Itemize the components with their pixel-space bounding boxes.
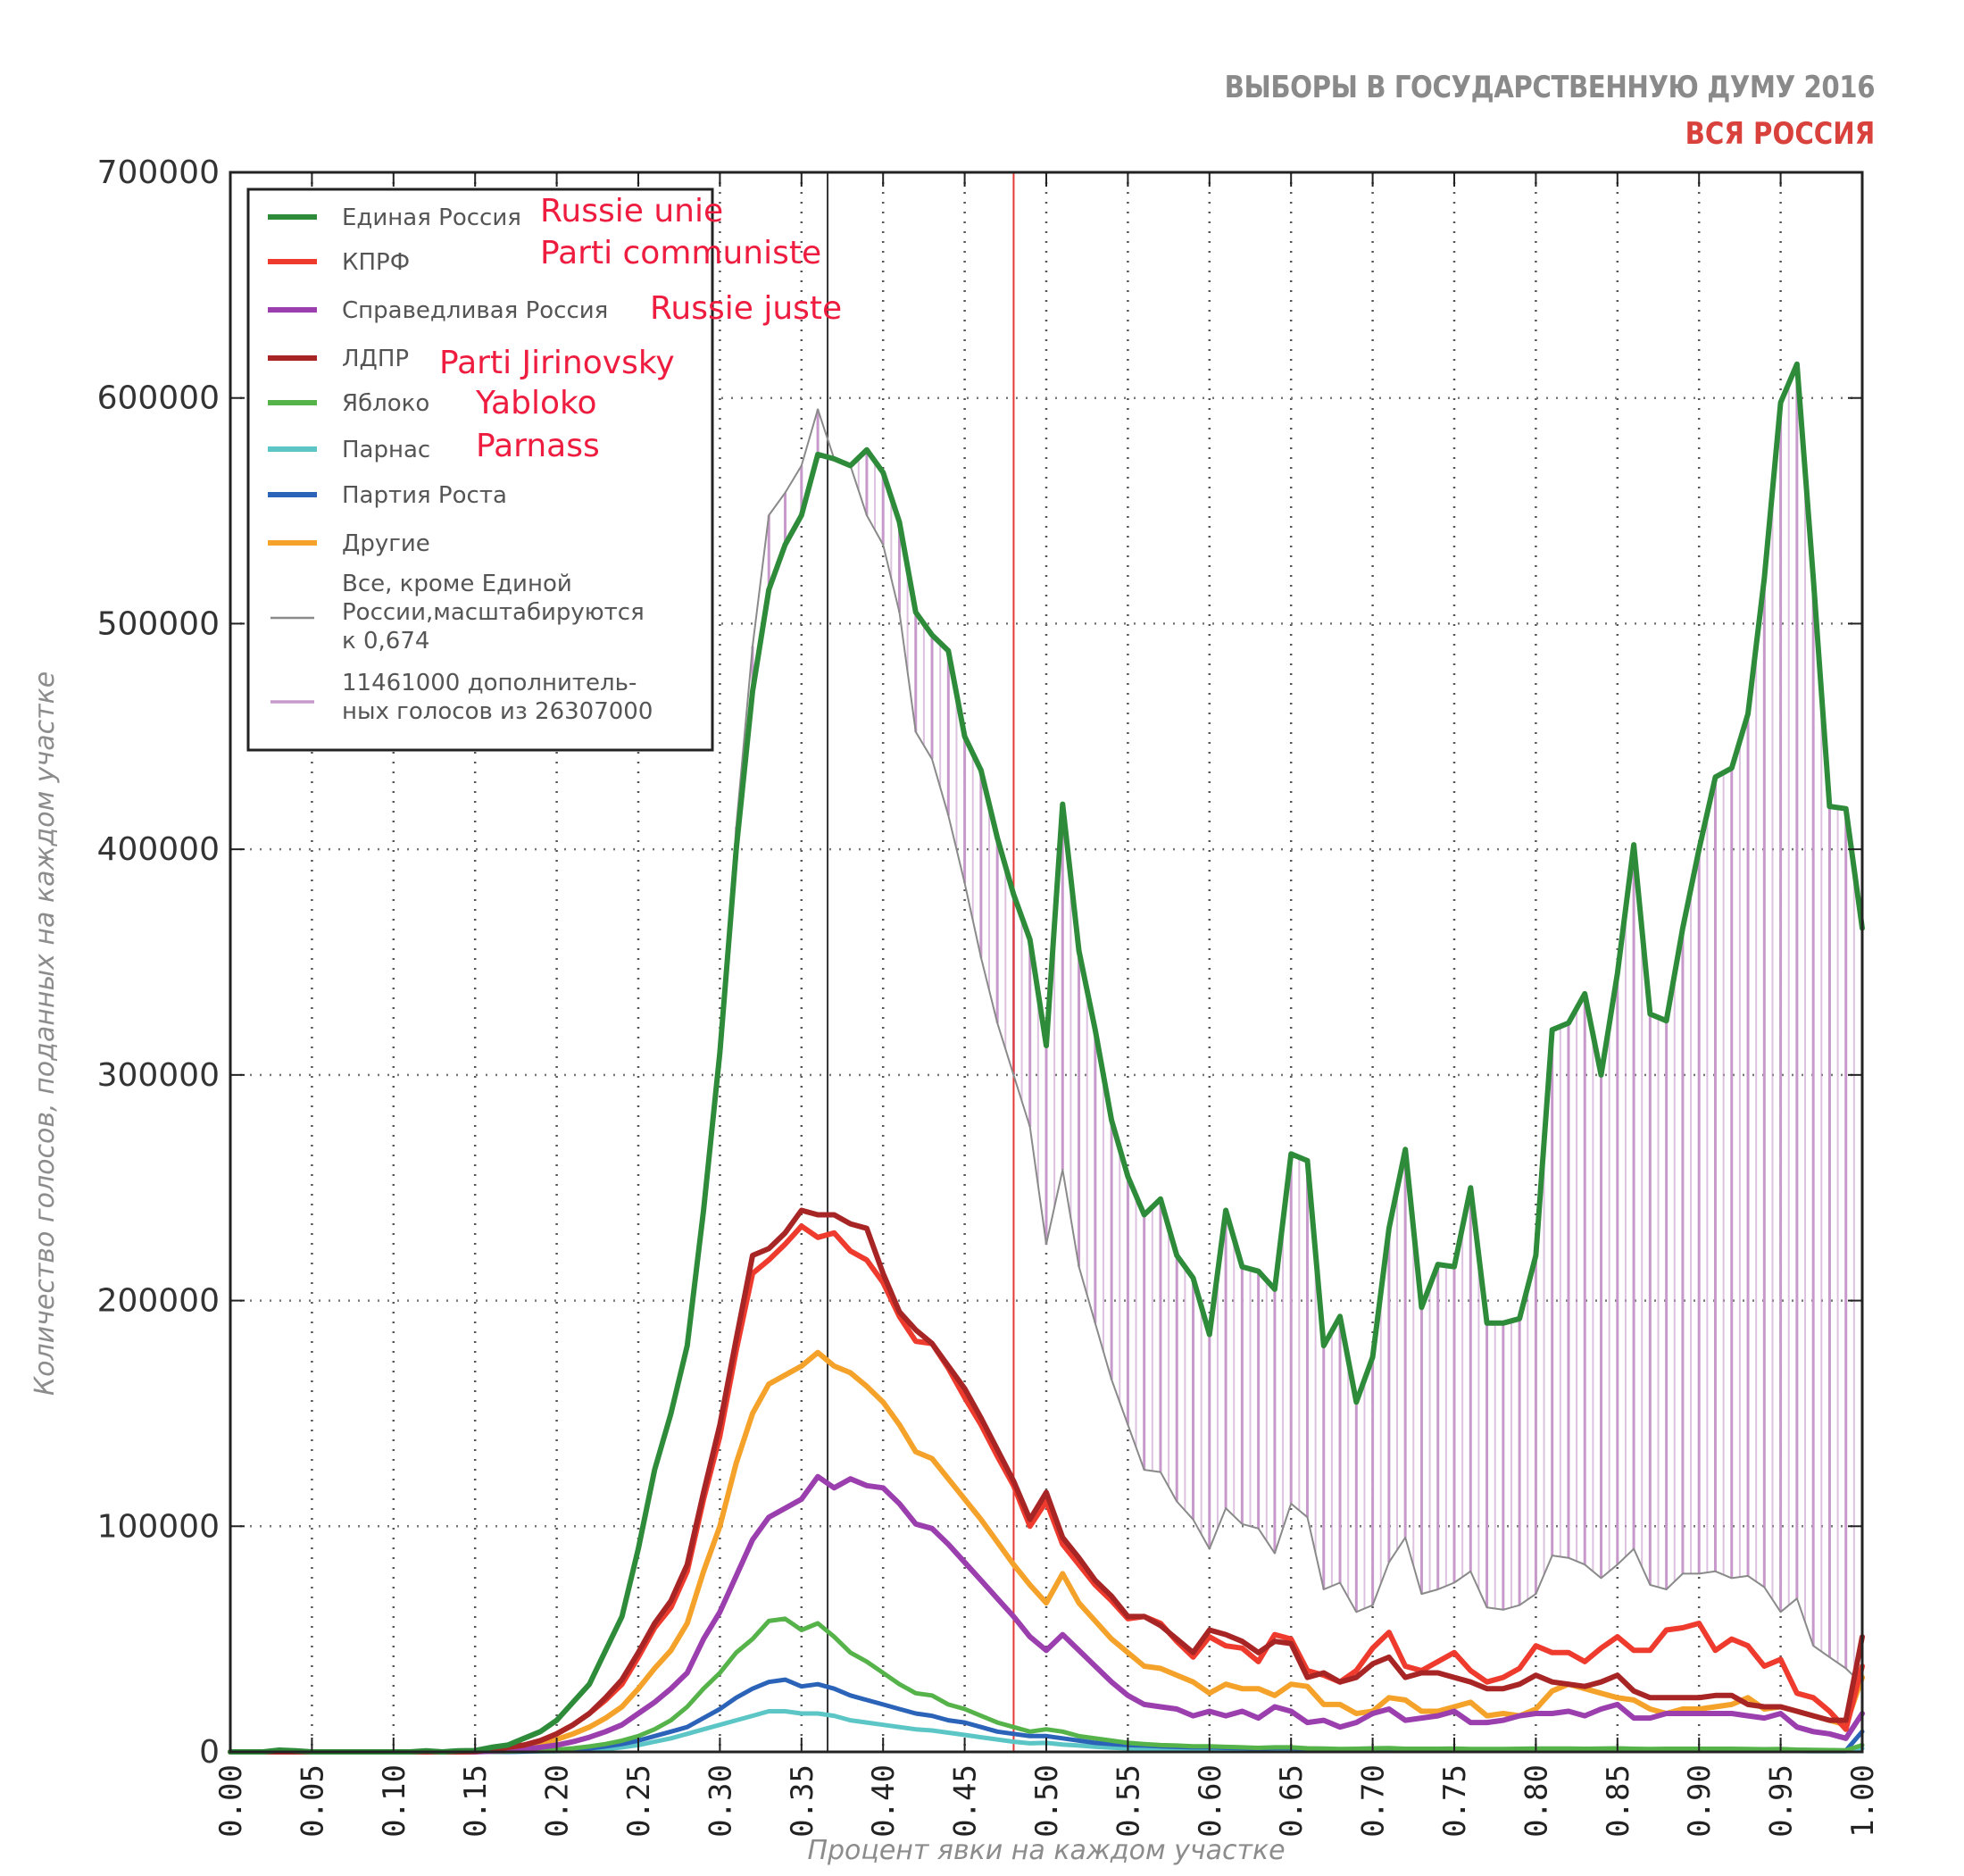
legend-label: 11461000 дополнитель-	[342, 670, 637, 696]
legend-item: Справедливая Россия Russie juste	[268, 290, 842, 327]
legend-box	[246, 188, 714, 752]
legend-label: Яблоко	[342, 390, 429, 417]
x-tick-label: 0.00	[213, 1764, 249, 1838]
legend-label: ных голосов из 26307000	[342, 698, 653, 725]
x-tick-label: 0.10	[377, 1764, 412, 1838]
legend-item: Парнас Parnass	[268, 428, 600, 464]
legend-item: КПРФ Parti communiste	[268, 235, 821, 276]
legend-item: Яблоко Yabloko	[268, 385, 597, 421]
y-tick-label: 0	[199, 1734, 220, 1771]
legend-label: Парнас	[342, 437, 430, 463]
legend-label: Другие	[342, 530, 430, 557]
legend-label: Единая Россия	[342, 204, 521, 231]
legend-label: Партия Роста	[342, 482, 507, 509]
chart-title: ВЫБОРЫ В ГОСУДАРСТВЕННУЮ ДУМУ 2016	[1224, 70, 1875, 105]
legend-label: России,масштабируются	[342, 599, 645, 626]
y-tick-label: 400000	[97, 831, 220, 868]
x-tick-label: 0.85	[1601, 1764, 1636, 1838]
x-tick-label: 0.20	[540, 1764, 576, 1838]
legend-label: КПРФ	[342, 249, 410, 276]
legend-item: 11461000 дополнитель-ных голосов из 2630…	[270, 670, 653, 725]
legend-item: Партия Роста	[268, 482, 507, 509]
legend-label: Справедливая Россия	[342, 297, 608, 324]
legend-item: Все, кроме ЕдинойРоссии,масштабируютсяк …	[270, 571, 645, 655]
x-axis-label: Процент явки на каждом участке	[807, 1835, 1285, 1866]
translation-annotation: Russie unie	[540, 193, 723, 229]
y-tick-label: 300000	[97, 1057, 220, 1094]
x-tick-label: 0.30	[703, 1764, 738, 1838]
y-tick-label: 500000	[97, 605, 220, 642]
x-tick-label: 0.70	[1356, 1764, 1392, 1838]
legend-label: ЛДПР	[342, 346, 409, 372]
x-tick-label: 0.35	[785, 1764, 820, 1838]
x-tick-label: 0.65	[1274, 1764, 1310, 1838]
x-tick-label: 0.25	[621, 1764, 657, 1838]
y-tick-label: 600000	[97, 380, 220, 417]
translation-annotation: Parnass	[476, 428, 600, 464]
legend-item: ЛДПР Parti Jirinovsky	[268, 345, 675, 381]
legend-item: Другие	[268, 530, 430, 557]
x-tick-label: 0.80	[1519, 1764, 1554, 1838]
series-line	[228, 361, 1865, 1755]
x-tick-label: 0.95	[1764, 1764, 1800, 1838]
translation-annotation: Parti communiste	[540, 235, 821, 271]
x-tick-label: 0.55	[1111, 1764, 1146, 1838]
y-tick-label: 100000	[97, 1508, 220, 1545]
x-tick-label: 0.60	[1193, 1764, 1228, 1838]
chart-subtitle: ВСЯ РОССИЯ	[1685, 116, 1875, 152]
legend: Единая Россия Russie unie КПРФ Parti commun…	[246, 188, 842, 752]
x-tick-label: 0.75	[1437, 1764, 1473, 1838]
legend-label: Все, кроме Единой	[342, 571, 572, 597]
y-axis-label: Количество голосов, поданных на каждом у…	[29, 671, 61, 1396]
y-tick-label: 200000	[97, 1283, 220, 1320]
x-axis-ticks: 0.00 0.05 0.10 0.15 0.20 0.25 0.30 0.35 0.40 0.45…	[213, 172, 1881, 1838]
extra-votes-hatch	[718, 363, 1864, 1685]
x-tick-label: 0.05	[295, 1764, 330, 1838]
legend-label: к 0,674	[342, 628, 429, 655]
y-axis-ticks: 0 100000 200000 300000 400000 500000 600000 700…	[97, 154, 1862, 1771]
translation-annotation: Parti Jirinovsky	[439, 345, 675, 381]
legend-item: Единая Россия Russie unie	[268, 193, 723, 231]
x-tick-label: 0.45	[948, 1764, 984, 1838]
translation-annotation: Yabloko	[475, 385, 597, 421]
reference-lines	[827, 172, 1015, 1752]
x-tick-label: 0.50	[1029, 1764, 1065, 1838]
x-tick-label: 0.40	[866, 1764, 902, 1838]
x-tick-label: 1.00	[1845, 1764, 1881, 1838]
y-tick-label: 700000	[97, 154, 220, 191]
x-tick-label: 0.15	[458, 1764, 494, 1838]
x-tick-label: 0.90	[1682, 1764, 1718, 1838]
translation-annotation: Russie juste	[650, 290, 842, 327]
